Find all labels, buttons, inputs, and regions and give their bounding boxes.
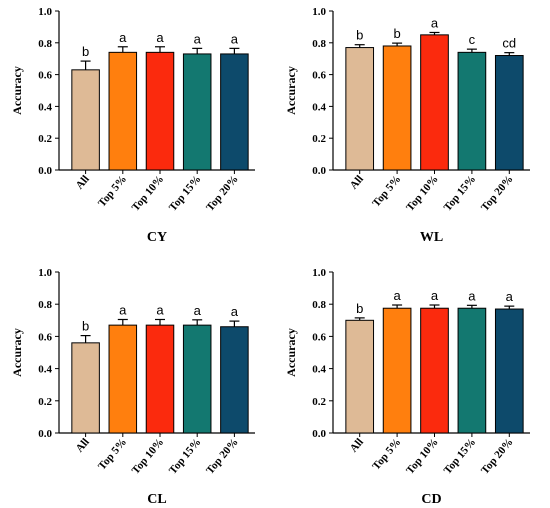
y-tick-label: 0.0 (312, 428, 326, 440)
x-tick-label: Top 5% (96, 173, 129, 209)
y-axis-label: Accuracy (10, 328, 24, 377)
bar-top-5- (382, 307, 412, 434)
panel-wl: 0.0 0.2 0.4 0.6 0.8 1.0 Accuracy b All b Top 5% a To… (284, 6, 530, 245)
significance-letter: b (82, 44, 89, 59)
y-tick-label: 1.0 (38, 267, 52, 279)
panel-title: CD (421, 492, 441, 507)
bar-top-10- (420, 34, 449, 171)
x-tick-label: Top 20% (479, 173, 516, 213)
x-tick-label: Top 10% (404, 173, 441, 213)
x-tick-label: Top 20% (479, 436, 516, 476)
y-tick-label: 0.0 (38, 165, 52, 177)
y-tick-label: 1.0 (312, 6, 326, 18)
bar-top-15- (457, 307, 487, 434)
x-tick-label: Top 20% (204, 436, 241, 476)
x-tick-label: All (348, 173, 366, 191)
y-tick-label: 0.4 (38, 101, 52, 113)
panel-title: CL (147, 492, 166, 507)
bar-top-10- (145, 51, 175, 171)
bar-all (71, 69, 100, 171)
x-tick-label: Top 20% (204, 173, 241, 213)
significance-letter: c (469, 32, 476, 47)
y-tick-label: 0.6 (312, 331, 326, 343)
y-axis-label: Accuracy (284, 66, 298, 115)
significance-letter: a (194, 303, 202, 318)
significance-letter: a (468, 288, 476, 303)
x-tick-label: Top 15% (167, 173, 204, 213)
y-tick-label: 0.0 (38, 428, 52, 440)
x-tick-label: All (74, 173, 92, 191)
significance-letter: cd (502, 36, 516, 51)
significance-letter: a (194, 31, 202, 46)
significance-letter: a (119, 30, 127, 45)
bar-top-15- (182, 324, 212, 434)
panel-title: CY (147, 230, 167, 245)
y-tick-label: 0.6 (38, 70, 52, 82)
y-tick-label: 0.6 (38, 331, 52, 343)
panel-cd: 0.0 0.2 0.4 0.6 0.8 1.0 Accuracy b All a Top 5% a To… (284, 267, 530, 507)
y-tick-label: 0.8 (312, 299, 326, 311)
bar-top-5- (382, 45, 412, 171)
panel-cl: 0.0 0.2 0.4 0.6 0.8 1.0 Accuracy b All a Top 5% a To… (10, 267, 255, 507)
y-tick-label: 0.8 (38, 299, 52, 311)
y-tick-label: 0.6 (312, 70, 326, 82)
y-axis-label: Accuracy (10, 66, 24, 115)
significance-letter: a (506, 289, 514, 304)
x-tick-label: Top 15% (167, 436, 204, 476)
significance-letter: a (119, 302, 127, 317)
y-tick-label: 0.0 (312, 165, 326, 177)
y-tick-label: 0.4 (312, 364, 326, 376)
x-tick-label: Top 10% (130, 173, 167, 213)
bar-top-5- (108, 324, 138, 434)
x-tick-label: Top 10% (130, 436, 167, 476)
bar-top-20- (494, 55, 524, 171)
bar-top-20- (494, 308, 524, 434)
x-tick-label: Top 15% (442, 173, 479, 213)
y-tick-label: 0.8 (312, 38, 326, 50)
y-tick-label: 0.4 (38, 364, 52, 376)
y-tick-label: 0.2 (38, 396, 52, 408)
panel-title: WL (420, 230, 443, 245)
bar-top-20- (220, 326, 249, 434)
bar-top-15- (457, 51, 487, 171)
bar-top-10- (145, 324, 175, 434)
x-tick-label: All (74, 436, 92, 454)
bar-top-20- (220, 53, 249, 171)
x-tick-label: Top 5% (96, 436, 129, 472)
x-tick-label: Top 10% (404, 436, 441, 476)
significance-letter: a (231, 31, 239, 46)
significance-letter: b (393, 26, 400, 41)
significance-letter: a (393, 288, 401, 303)
significance-letter: b (356, 28, 363, 43)
y-axis-label: Accuracy (284, 328, 298, 377)
significance-letter: b (356, 301, 363, 316)
y-tick-label: 0.2 (312, 396, 326, 408)
y-tick-label: 0.2 (38, 133, 52, 145)
y-tick-label: 0.4 (312, 101, 326, 113)
significance-letter: a (156, 302, 164, 317)
y-tick-label: 0.8 (38, 38, 52, 50)
panel-cy: 0.0 0.2 0.4 0.6 0.8 1.0 Accuracy b All a Top 5% a To… (10, 6, 255, 245)
x-tick-label: Top 5% (370, 436, 403, 472)
significance-letter: a (231, 304, 239, 319)
bar-top-15- (182, 53, 212, 171)
y-tick-label: 1.0 (38, 6, 52, 18)
y-tick-label: 1.0 (312, 267, 326, 279)
bar-top-10- (420, 307, 449, 434)
bar-top-5- (108, 51, 138, 171)
significance-letter: a (431, 288, 439, 303)
bar-all (345, 47, 375, 171)
significance-letter: a (431, 15, 439, 30)
bar-all (345, 319, 375, 434)
y-tick-label: 0.2 (312, 133, 326, 145)
bar-all (71, 342, 100, 434)
significance-letter: b (82, 319, 89, 334)
x-tick-label: All (348, 436, 366, 454)
x-tick-label: Top 15% (442, 436, 479, 476)
x-tick-label: Top 5% (370, 173, 403, 209)
significance-letter: a (156, 30, 164, 45)
